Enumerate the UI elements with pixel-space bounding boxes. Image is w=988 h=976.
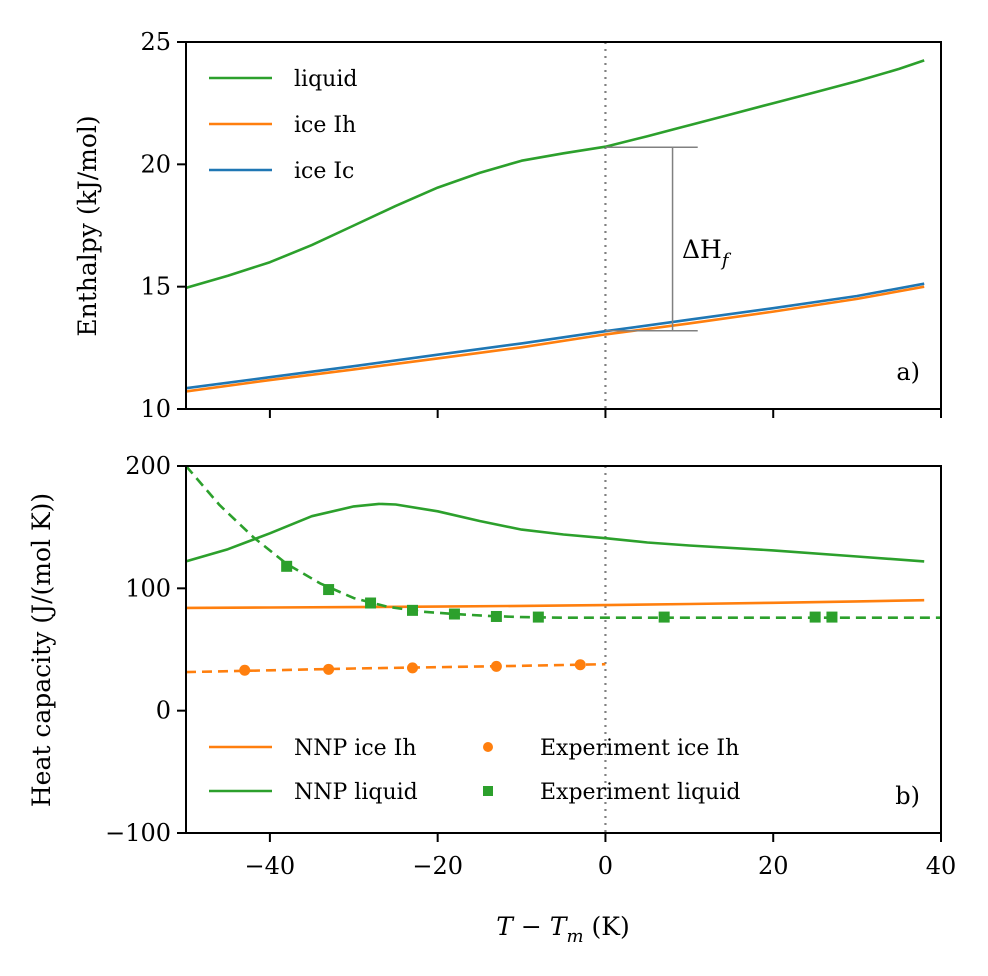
enthalpy-series-group bbox=[186, 42, 925, 409]
enthalpy-y-tick-label: 15 bbox=[140, 273, 171, 301]
heat-capacity-series-group bbox=[186, 466, 941, 833]
experiment-ice-ih-point bbox=[323, 663, 335, 675]
enthalpy-plot-area bbox=[186, 42, 925, 409]
heat-capacity-y-tick-label: 0 bbox=[156, 697, 171, 725]
enthalpy-y-tick-label: 20 bbox=[140, 150, 171, 178]
enthalpy-axes-frame bbox=[185, 41, 942, 410]
experiment-liquid-point bbox=[658, 611, 670, 623]
legend-liquid-label: liquid bbox=[294, 67, 357, 92]
heat-capacity-panel: −40 −20 0 20 40 −100 0 100 200 Heat capacity (J/… bbox=[27, 452, 956, 947]
experiment-liquid-point bbox=[448, 608, 460, 620]
experiment-liquid-point bbox=[809, 611, 821, 623]
panel-a-tag: a) bbox=[896, 358, 920, 386]
legend-exp-ice-ih-label: Experiment ice Ih bbox=[540, 736, 739, 761]
x-axis-label: T − Tm (K) bbox=[496, 912, 629, 947]
enthalpy-y-tick-label: 10 bbox=[140, 395, 171, 423]
experiment-liquid-point bbox=[365, 597, 377, 609]
experiment-ice-ih-point bbox=[407, 662, 418, 674]
enthalpy-y-tick-label: 25 bbox=[140, 28, 171, 56]
liquid-line bbox=[186, 59, 925, 290]
x-tick-label: −20 bbox=[412, 852, 463, 880]
experiment-ice-ih-fit-line bbox=[186, 662, 606, 674]
heat-capacity-legend: NNP ice Ih NNP liquid Experiment ice Ih … bbox=[209, 736, 740, 805]
heat-capacity-y-tick-label: 100 bbox=[125, 574, 171, 602]
x-tick-label: −40 bbox=[245, 852, 296, 880]
experiment-liquid-point bbox=[281, 560, 293, 572]
experiment-ice-ih-point bbox=[239, 664, 251, 676]
x-tick-label: 0 bbox=[598, 852, 613, 880]
enthalpy-ticks: 10 15 20 25 bbox=[140, 28, 942, 423]
experiment-liquid-point bbox=[532, 611, 544, 623]
enthalpy-panel: 10 15 20 25 Enthalpy (kJ/mol) a) ΔHf liquid… bbox=[73, 28, 942, 423]
nnp-liquid-line bbox=[186, 502, 925, 563]
experiment-liquid-point bbox=[826, 611, 838, 623]
heat-capacity-y-tick-label: −100 bbox=[105, 819, 171, 847]
heat-capacity-plot-area bbox=[186, 466, 941, 833]
enthalpy-y-axis-label: Enthalpy (kJ/mol) bbox=[73, 115, 102, 336]
legend-exp-liquid-marker bbox=[483, 786, 493, 796]
experiment-liquid-point bbox=[407, 604, 418, 616]
legend-ice-ih-label: ice Ih bbox=[294, 113, 356, 138]
legend-ice-ic-label: ice Ic bbox=[294, 159, 354, 184]
legend-exp-liquid-label: Experiment liquid bbox=[540, 780, 740, 805]
experiment-ice-ih-point bbox=[574, 659, 586, 671]
x-tick-label: 20 bbox=[758, 852, 789, 880]
heat-capacity-axes-frame bbox=[185, 465, 942, 834]
experiment-liquid-point bbox=[490, 610, 502, 622]
delta-hf-label: ΔHf bbox=[682, 235, 732, 271]
ice-ic-line bbox=[186, 282, 925, 390]
experiment-liquid-fit-line bbox=[186, 466, 941, 620]
experiment-ice-ih-point bbox=[490, 660, 502, 672]
heat-capacity-y-tick-label: 200 bbox=[125, 452, 171, 480]
ice-ih-line bbox=[186, 285, 925, 393]
heat-capacity-ticks: −40 −20 0 20 40 −100 0 100 200 bbox=[105, 452, 956, 880]
enthalpy-legend: liquid ice Ih ice Ic bbox=[209, 67, 357, 184]
panel-b-tag: b) bbox=[895, 782, 920, 810]
experiment-liquid-point bbox=[323, 584, 335, 596]
legend-exp-ice-ih-marker bbox=[483, 742, 493, 752]
x-tick-label: 40 bbox=[926, 852, 957, 880]
legend-nnp-liquid-label: NNP liquid bbox=[294, 780, 418, 805]
heat-capacity-y-axis-label: Heat capacity (J/(mol K)) bbox=[27, 493, 56, 807]
nnp-ice-ih-line bbox=[186, 598, 925, 610]
legend-nnp-ice-ih-label: NNP ice Ih bbox=[294, 736, 417, 761]
